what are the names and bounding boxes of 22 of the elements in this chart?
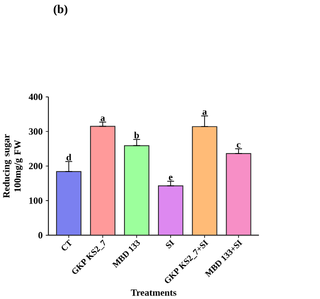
x-axis-title: Treatments [130, 290, 176, 296]
chart-title: (b) [54, 4, 68, 16]
annotation: c [236, 143, 240, 148]
annotation: d [66, 154, 72, 161]
bar [158, 186, 184, 236]
bar [124, 145, 150, 236]
x-tick-label: CT [62, 240, 72, 251]
bar [226, 153, 252, 236]
y-tick-label: 300 [28, 128, 42, 135]
bar [56, 171, 82, 236]
annotation: a [100, 116, 105, 122]
y-tick-label: 400 [28, 94, 42, 100]
y-tick-label: 100 [29, 198, 42, 204]
y-tick-label: 0 [38, 232, 42, 239]
annotation: e [168, 176, 172, 180]
annotation: a [202, 110, 207, 116]
x-tick-label: SI [166, 240, 174, 249]
y-tick-label: 200 [28, 163, 42, 170]
annotation: b [134, 132, 139, 139]
bar [90, 126, 116, 236]
bar [192, 126, 218, 236]
y-axis-title: Reducing sugar 100mg/g FW [2, 134, 23, 198]
